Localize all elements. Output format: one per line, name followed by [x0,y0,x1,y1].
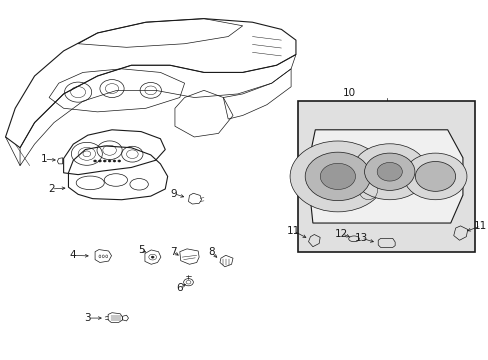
Polygon shape [310,130,462,223]
Text: 9: 9 [170,189,177,199]
Circle shape [376,162,402,181]
Circle shape [118,160,121,162]
Circle shape [113,160,116,162]
Text: 3: 3 [84,313,91,323]
Circle shape [403,153,466,200]
Text: 2: 2 [48,184,55,194]
Circle shape [414,162,455,191]
Circle shape [289,141,385,212]
Text: 7: 7 [169,247,176,257]
Text: 11: 11 [473,221,487,231]
Circle shape [108,160,111,162]
Text: 1: 1 [41,154,47,164]
Text: 10: 10 [342,88,355,98]
Circle shape [351,144,427,200]
Text: 13: 13 [354,233,367,243]
Circle shape [93,160,96,162]
Circle shape [151,256,154,258]
Circle shape [364,153,414,190]
Bar [298,101,474,252]
Circle shape [98,160,101,162]
Text: 12: 12 [335,229,348,239]
Text: 6: 6 [176,283,183,293]
Circle shape [320,163,355,189]
Text: 4: 4 [69,250,76,260]
Text: 5: 5 [138,245,144,255]
Circle shape [305,152,370,201]
Text: 11: 11 [286,226,300,236]
Text: 8: 8 [207,247,214,257]
Circle shape [103,160,106,162]
